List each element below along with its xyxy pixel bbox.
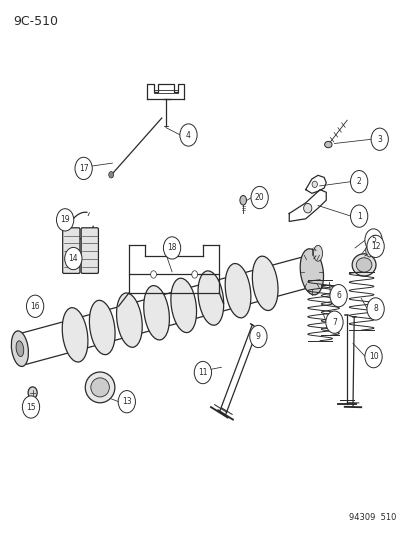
Ellipse shape — [239, 196, 246, 205]
Ellipse shape — [351, 254, 375, 276]
Ellipse shape — [197, 271, 223, 325]
Text: 10: 10 — [368, 352, 377, 361]
Text: 7: 7 — [331, 318, 336, 327]
Circle shape — [329, 285, 347, 307]
Circle shape — [194, 361, 211, 384]
Text: 17: 17 — [78, 164, 88, 173]
Circle shape — [22, 396, 40, 418]
Ellipse shape — [90, 378, 109, 397]
Text: 13: 13 — [122, 397, 131, 406]
Circle shape — [370, 128, 387, 150]
Text: 19: 19 — [60, 215, 70, 224]
Circle shape — [350, 171, 367, 193]
Circle shape — [179, 124, 197, 146]
Ellipse shape — [365, 244, 372, 257]
Text: 1: 1 — [356, 212, 361, 221]
Ellipse shape — [143, 286, 169, 340]
Text: 2: 2 — [356, 177, 361, 186]
Text: 15: 15 — [26, 402, 36, 411]
FancyBboxPatch shape — [81, 228, 98, 273]
Circle shape — [366, 235, 383, 257]
Text: 14: 14 — [69, 254, 78, 263]
Ellipse shape — [299, 249, 323, 295]
Ellipse shape — [324, 141, 331, 148]
Ellipse shape — [116, 293, 142, 348]
Ellipse shape — [252, 256, 278, 311]
Text: 4: 4 — [185, 131, 190, 140]
Text: 94309  510: 94309 510 — [348, 513, 395, 522]
Text: 16: 16 — [30, 302, 40, 311]
Circle shape — [163, 237, 180, 259]
Ellipse shape — [28, 387, 37, 399]
Circle shape — [64, 247, 82, 270]
Ellipse shape — [171, 278, 196, 333]
Ellipse shape — [356, 258, 371, 272]
Ellipse shape — [85, 372, 115, 403]
Text: 5: 5 — [370, 236, 375, 245]
Ellipse shape — [311, 181, 317, 188]
Circle shape — [325, 311, 342, 333]
Circle shape — [364, 229, 381, 251]
Text: 3: 3 — [376, 135, 381, 144]
Circle shape — [56, 209, 74, 231]
Circle shape — [366, 298, 383, 320]
Ellipse shape — [16, 341, 24, 357]
Text: 20: 20 — [254, 193, 264, 202]
Ellipse shape — [89, 300, 115, 354]
Circle shape — [118, 391, 135, 413]
Circle shape — [250, 187, 268, 209]
Circle shape — [350, 205, 367, 227]
FancyBboxPatch shape — [62, 228, 80, 273]
Circle shape — [109, 172, 114, 178]
Circle shape — [364, 345, 381, 368]
Ellipse shape — [11, 331, 28, 367]
Ellipse shape — [303, 204, 311, 213]
Text: 9: 9 — [255, 332, 260, 341]
Circle shape — [249, 325, 266, 348]
Circle shape — [191, 271, 197, 278]
Circle shape — [75, 157, 92, 180]
Ellipse shape — [313, 245, 322, 261]
Text: 18: 18 — [167, 244, 176, 253]
Circle shape — [26, 295, 44, 317]
Text: 6: 6 — [335, 291, 340, 300]
Ellipse shape — [225, 263, 250, 318]
Text: 11: 11 — [198, 368, 207, 377]
Circle shape — [150, 271, 156, 278]
Text: 9C-510: 9C-510 — [14, 14, 59, 28]
Text: 8: 8 — [373, 304, 377, 313]
Ellipse shape — [62, 308, 88, 362]
Text: 12: 12 — [370, 242, 380, 251]
